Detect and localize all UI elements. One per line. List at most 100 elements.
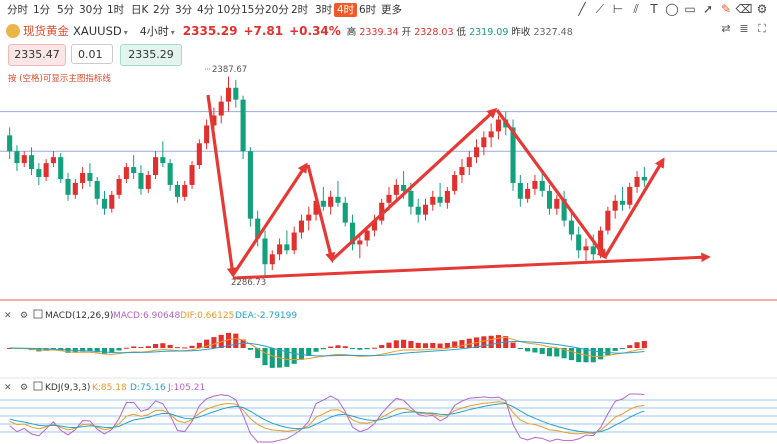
candle-body: [641, 176, 647, 181]
timeframe-tab-2[interactable]: 5分: [57, 4, 75, 16]
gear-icon[interactable]: ⚙: [20, 383, 28, 393]
candle-body: [605, 210, 611, 231]
timeframe-tab-0[interactable]: 分时: [7, 4, 28, 16]
svg-text:DEA:-2.79199: DEA:-2.79199: [235, 311, 297, 321]
macd-bar: [598, 348, 604, 360]
candle-body: [101, 198, 108, 209]
candle-body: [401, 184, 407, 191]
candle-body: [349, 222, 356, 245]
compare-icon[interactable]: ⇄: [721, 22, 731, 35]
close-icon[interactable]: ✕: [4, 383, 12, 393]
edit-icon[interactable]: ✎: [720, 2, 732, 16]
candle-body: [225, 87, 232, 102]
candle-body: [291, 232, 297, 251]
candle-body: [160, 157, 166, 164]
arrow-icon[interactable]: ➚: [702, 2, 714, 16]
gear-icon[interactable]: ⚙: [20, 311, 28, 321]
timeframe-tab-8[interactable]: 4分: [197, 4, 215, 16]
candle-body: [481, 137, 487, 148]
settings-icon[interactable]: ⚙: [756, 2, 768, 16]
timeframe-tab-11[interactable]: 20分: [265, 4, 289, 16]
macd-bar: [481, 336, 487, 348]
timeframe-tab-15[interactable]: 6时: [359, 4, 377, 16]
timeframe-tab-13[interactable]: 3时: [315, 4, 333, 16]
price-change: +7.81: [243, 24, 284, 38]
kdj-header: ✕ ⚙ KDJ(9,3,3) K:85.18 D:75.16 J:105.21: [4, 381, 205, 393]
candle-body: [58, 157, 64, 179]
macd-bar: [554, 348, 560, 357]
timeframe-tab-10[interactable]: 15分: [241, 4, 265, 16]
ellipse-icon[interactable]: ◯: [665, 2, 679, 16]
timeframe-tab-14[interactable]: 4时: [334, 3, 358, 17]
timeframe-tab-9[interactable]: 10分: [217, 4, 241, 16]
candle-body: [174, 184, 180, 197]
timeframe-tab-16[interactable]: 更多: [381, 4, 402, 16]
candle-body: [379, 202, 385, 221]
buy-price-button[interactable]: 2335.29: [120, 44, 182, 66]
candle-body: [211, 115, 217, 126]
symbol-dropdown-icon[interactable]: ▾: [123, 28, 128, 37]
macd-bar: [415, 342, 421, 348]
drawn-trend-arrows[interactable]: [206, 94, 711, 280]
macd-bar: [517, 348, 523, 349]
candle-body: [474, 147, 480, 158]
candle-body: [430, 196, 436, 205]
timeframe-tab-7[interactable]: 3分: [175, 4, 193, 16]
toggle-icon: [33, 309, 43, 319]
candle-body: [65, 178, 71, 195]
ohlc-readout: 高 2339.34 开 2328.03 低 2319.09 昨收 2327.48: [346, 27, 573, 38]
candle-body: [554, 198, 560, 209]
quantity-input[interactable]: 0.01: [71, 44, 113, 64]
candle-body: [532, 180, 538, 189]
macd-bar: [153, 343, 159, 348]
macd-bar: [495, 335, 501, 348]
candle-body: [576, 234, 582, 251]
candle-body: [525, 188, 531, 199]
timeframe-tab-4[interactable]: 1时: [107, 4, 125, 16]
candle-body: [50, 157, 56, 164]
macd-bar: [401, 339, 407, 348]
rectangle-icon[interactable]: ▭: [684, 2, 696, 16]
candle-body: [138, 173, 144, 189]
macd-bar: [174, 347, 180, 349]
timeframe-tab-5[interactable]: 日K: [131, 4, 149, 16]
candle-body: [94, 180, 100, 199]
text-tool-icon[interactable]: T: [650, 2, 658, 16]
kdj-panel: [0, 393, 777, 443]
macd-bar: [298, 348, 305, 360]
close-icon[interactable]: ✕: [4, 311, 12, 321]
indicator-icon[interactable]: ≣: [739, 22, 749, 35]
period-selector[interactable]: 4小时: [139, 25, 169, 38]
instrument-symbol[interactable]: XAUUSD: [73, 24, 122, 38]
svg-text:DIF:0.66125: DIF:0.66125: [180, 311, 234, 321]
candle-body: [109, 194, 115, 209]
macd-bar: [262, 348, 268, 366]
fullscreen-icon[interactable]: ⛶: [758, 22, 766, 35]
candle-body: [342, 202, 348, 223]
gold-logo-icon: [6, 24, 20, 38]
eraser-icon[interactable]: ⌫: [735, 2, 753, 16]
support-arrow: [232, 252, 711, 280]
macd-bar: [408, 341, 414, 348]
candle-body: [539, 180, 545, 191]
timeframe-tab-6[interactable]: 2分: [153, 4, 171, 16]
timeframe-tab-3[interactable]: 30分: [79, 4, 103, 16]
candle-body: [123, 167, 129, 179]
sell-price-button[interactable]: 2335.47: [8, 44, 66, 66]
candle-body: [43, 163, 49, 177]
trend-line-icon[interactable]: ╱: [578, 2, 586, 16]
macd-bar: [291, 348, 297, 364]
period-dropdown-icon[interactable]: ▾: [170, 28, 175, 37]
parallel-icon[interactable]: ⫽: [633, 2, 639, 16]
macd-bar: [590, 348, 596, 363]
macd-bar: [576, 348, 582, 363]
ray-icon[interactable]: ⟋: [595, 2, 605, 16]
measure-icon[interactable]: ⊢: [612, 2, 624, 16]
macd-dea-line: [9, 340, 645, 357]
macd-bar: [182, 347, 188, 349]
macd-bar: [167, 344, 173, 348]
timeframe-tab-12[interactable]: 2时: [291, 4, 309, 16]
macd-bar: [539, 348, 545, 354]
timeframe-tab-1[interactable]: 1分: [33, 4, 51, 16]
